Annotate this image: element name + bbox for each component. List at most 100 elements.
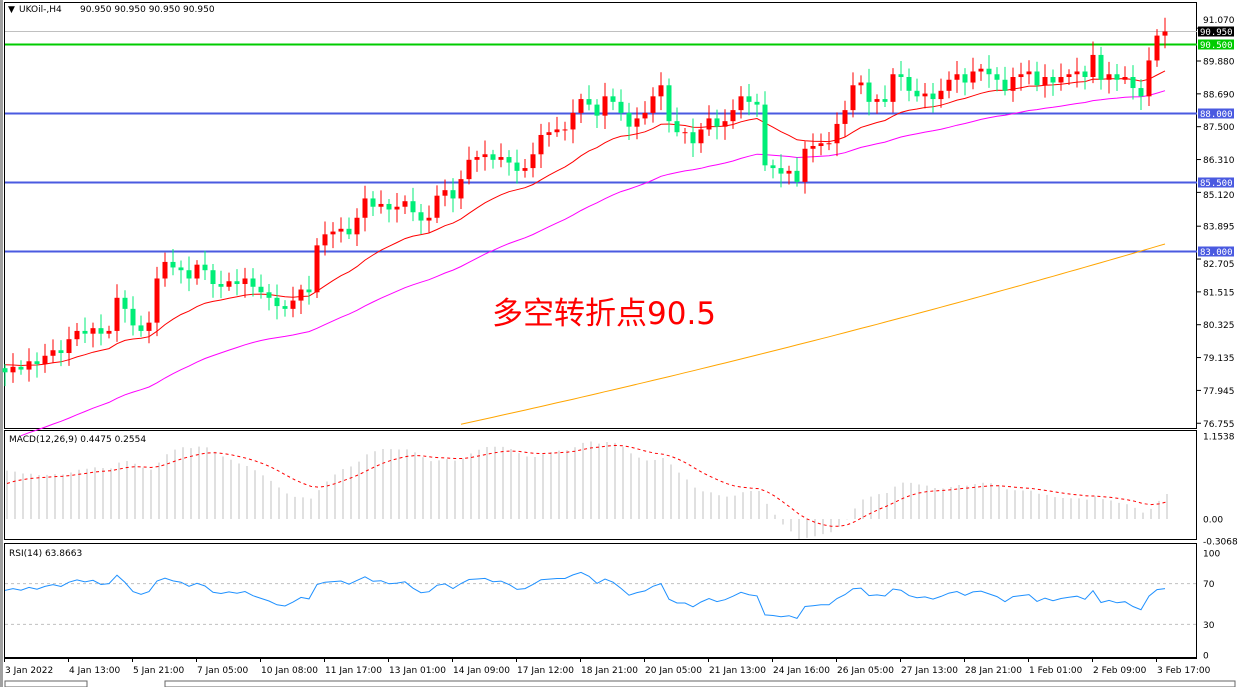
candle-body [194,264,200,279]
candle-body [122,297,128,309]
candle-body [746,96,752,102]
candle [842,100,848,137]
tab-scroll-area[interactable] [164,680,1236,688]
candle-body [450,190,456,199]
candle [34,352,40,378]
candle [706,105,712,136]
time-axis-label: 11 Jan 17:00 [325,666,382,676]
candle [1042,64,1048,98]
time-axis-label: 28 Jan 21:00 [965,666,1022,676]
price-axis-label: 76.755 [1203,420,1235,430]
candle-body [1114,74,1120,80]
level-tag-label: 90.950 [1200,28,1233,38]
candle [458,170,464,209]
candle-body [274,297,280,307]
candle [1154,29,1160,67]
main-panel-border [4,2,1197,429]
candle [282,300,288,317]
candle-body [1090,54,1096,78]
candle [122,290,128,323]
candle [538,123,544,168]
candle [322,221,328,256]
candle-body [922,93,928,97]
candle-body [426,217,432,221]
candle-body [1002,79,1008,91]
candle-body [498,157,504,160]
candle-body [938,90,944,100]
price-axis-label: 88.690 [1203,90,1235,100]
price-axis-label: 86.310 [1203,156,1235,166]
candle-body [250,278,256,287]
candle-body [418,212,424,221]
price-axis-label: 79.135 [1203,354,1235,364]
candle-body [1082,71,1088,78]
candle-body [490,154,496,160]
candle-body [386,203,392,210]
time-axis-label: 3 Jan 2022 [5,666,53,676]
candle [346,217,352,240]
candle [698,122,704,153]
candle-body [730,110,736,122]
candle [402,195,408,215]
candle-body [82,330,88,334]
candle-body [506,157,512,163]
candle [874,94,880,114]
candle [826,131,832,151]
candle [626,102,632,140]
candle-body [114,297,120,331]
candle-body [538,134,544,155]
candle [418,204,424,235]
level-tag-label: 90.500 [1200,41,1233,51]
candle-body [890,74,896,102]
candle-body [202,264,208,271]
candle [138,315,144,337]
candle [330,222,336,249]
candle [194,260,200,285]
candle [954,60,960,93]
candle-body [74,330,80,340]
candle-body [1146,60,1152,97]
candle-body [610,96,616,102]
candle-body [626,112,632,127]
candle-body [586,99,592,105]
candle-body [1162,31,1168,36]
candle-body [810,146,816,149]
candle [154,266,160,337]
candle [530,142,536,178]
candle [26,348,32,382]
candle [98,314,104,346]
candle-body [234,281,240,285]
candle [866,68,872,116]
macd-axis-label: 1.1538 [1203,433,1235,443]
candle-body [634,118,640,127]
ma-mid-line [20,90,1166,437]
candle-body [18,366,24,370]
candle [298,284,304,314]
pivot-annotation: 多空转折点90.5 [492,296,716,332]
candle-body [466,159,472,180]
candle-body [618,101,624,113]
candle [210,263,216,298]
candle [258,274,264,299]
candle-body [850,85,856,111]
time-axis-label: 7 Jan 05:00 [197,666,249,676]
chart-tab[interactable] [4,680,88,688]
candle-body [58,350,64,354]
candle [1026,60,1032,85]
candle-body [394,206,400,210]
candle [1162,17,1168,49]
candle [394,192,400,223]
candle-body [138,325,144,331]
candle [738,86,744,119]
candle [450,178,456,213]
candle-body [402,201,408,207]
candle [642,101,648,125]
candle [834,112,840,157]
symbol-header[interactable]: ▼ UKOil-,H4 90.950 90.950 90.950 90.950 [8,5,215,15]
candle-body [578,99,584,113]
rsi-panel-border [4,543,1197,658]
candle [242,267,248,298]
collapse-triangle-icon[interactable]: ▼ [8,5,15,15]
